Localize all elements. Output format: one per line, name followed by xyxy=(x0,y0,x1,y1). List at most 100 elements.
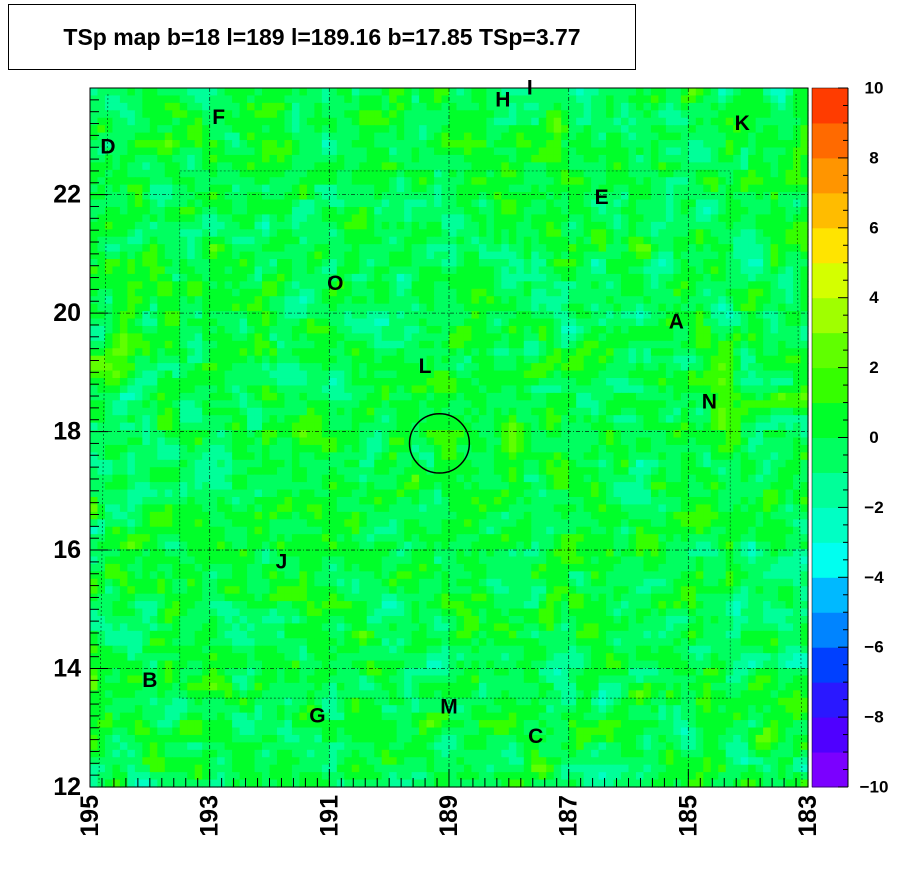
heatmap-cell xyxy=(411,392,420,401)
heatmap-cell xyxy=(194,355,203,364)
heatmap-cell xyxy=(209,206,218,216)
heatmap-cell xyxy=(112,363,121,372)
heatmap-cell xyxy=(374,229,383,238)
heatmap-cell xyxy=(157,385,166,394)
heatmap-cell xyxy=(748,259,757,268)
heatmap-cell xyxy=(232,95,241,104)
heatmap-cell xyxy=(486,110,495,119)
heatmap-cell xyxy=(770,400,779,409)
heatmap-cell xyxy=(396,430,405,439)
heatmap-cell xyxy=(411,318,420,327)
heatmap-cell xyxy=(471,154,480,163)
heatmap-cell xyxy=(621,177,630,186)
heatmap-cell xyxy=(149,244,158,253)
heatmap-cell xyxy=(366,206,375,216)
heatmap-cell xyxy=(583,273,592,282)
heatmap-cell xyxy=(598,281,607,290)
heatmap-cell xyxy=(321,125,330,134)
heatmap-cell xyxy=(269,296,278,305)
heatmap-cell xyxy=(748,333,757,342)
heatmap-cell xyxy=(209,385,218,394)
heatmap-cell xyxy=(97,370,106,379)
heatmap-cell xyxy=(284,467,293,476)
heatmap-cell xyxy=(621,132,630,141)
heatmap-cell xyxy=(471,407,480,416)
heatmap-cell xyxy=(456,281,465,290)
heatmap-cell xyxy=(224,273,233,282)
heatmap-cell xyxy=(703,400,712,409)
heatmap-cell xyxy=(688,273,697,282)
heatmap-cell xyxy=(583,348,592,357)
heatmap-cell xyxy=(441,117,450,126)
heatmap-cell xyxy=(351,88,360,97)
heatmap-cell xyxy=(314,140,323,149)
heatmap-cell xyxy=(763,444,772,453)
heatmap-cell xyxy=(561,363,570,372)
heatmap-cell xyxy=(680,266,689,275)
heatmap-cell xyxy=(254,430,263,439)
heatmap-cell xyxy=(665,325,674,334)
heatmap-cell xyxy=(172,273,181,282)
heatmap-cell xyxy=(314,192,323,201)
heatmap-cell xyxy=(680,147,689,156)
heatmap-cell xyxy=(172,444,181,453)
heatmap-cell xyxy=(112,407,121,416)
heatmap-cell xyxy=(785,415,794,424)
heatmap-cell xyxy=(366,392,375,401)
heatmap-cell xyxy=(224,340,233,349)
heatmap-cell xyxy=(576,340,585,349)
heatmap-cell xyxy=(516,400,525,409)
heatmap-cell xyxy=(531,125,540,134)
heatmap-cell xyxy=(284,407,293,416)
heatmap-cell xyxy=(224,117,233,126)
heatmap-cell xyxy=(755,422,764,431)
heatmap-cell xyxy=(643,206,652,216)
heatmap-cell xyxy=(104,221,114,230)
heatmap-cell xyxy=(149,452,158,461)
heatmap-cell xyxy=(142,340,151,349)
heatmap-cell xyxy=(284,88,293,97)
heatmap-cell xyxy=(718,221,727,230)
heatmap-cell xyxy=(291,88,301,97)
heatmap-cell xyxy=(381,444,390,453)
heatmap-cell xyxy=(635,422,645,431)
heatmap-cell xyxy=(478,154,487,163)
heatmap-cell xyxy=(770,430,779,439)
heatmap-cell xyxy=(576,259,585,268)
heatmap-cell xyxy=(276,467,286,476)
heatmap-cell xyxy=(606,88,615,97)
heatmap-cell xyxy=(321,430,330,439)
heatmap-cell xyxy=(456,370,465,379)
heatmap-cell xyxy=(366,452,375,461)
heatmap-cell xyxy=(755,140,764,149)
heatmap-cell xyxy=(568,102,577,111)
heatmap-cell xyxy=(725,415,734,424)
heatmap-cell xyxy=(194,162,203,171)
heatmap-cell xyxy=(643,251,652,260)
heatmap-cell xyxy=(456,303,465,312)
heatmap-cell xyxy=(112,273,121,282)
heatmap-cell xyxy=(217,229,226,238)
heatmap-cell xyxy=(306,281,315,290)
heatmap-cell xyxy=(486,311,495,320)
heatmap-cell xyxy=(710,355,719,364)
heatmap-cell xyxy=(224,288,233,297)
heatmap-cell xyxy=(478,221,487,230)
heatmap-cell xyxy=(650,437,660,446)
heatmap-cell xyxy=(613,437,622,446)
heatmap-cell xyxy=(104,273,114,282)
heatmap-cell xyxy=(232,125,241,134)
heatmap-cell xyxy=(426,422,435,431)
heatmap-cell xyxy=(419,266,428,275)
heatmap-cell xyxy=(90,340,99,349)
heatmap-cell xyxy=(613,281,622,290)
heatmap-cell xyxy=(463,400,473,409)
heatmap-cell xyxy=(441,370,450,379)
heatmap-cell xyxy=(187,206,196,216)
heatmap-cell xyxy=(778,169,787,178)
heatmap-cell xyxy=(306,467,315,476)
heatmap-cell xyxy=(718,363,727,372)
heatmap-cell xyxy=(351,415,360,424)
heatmap-cell xyxy=(463,363,473,372)
heatmap-cell xyxy=(284,459,293,468)
